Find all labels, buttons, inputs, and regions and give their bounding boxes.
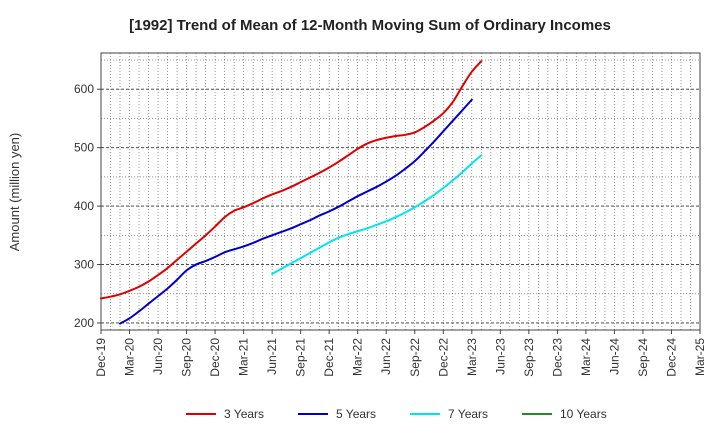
- x-tick-label: Mar-21: [237, 338, 251, 376]
- x-tick-label: Mar-22: [351, 338, 365, 376]
- x-tick-label: Dec-21: [322, 338, 336, 377]
- y-axis-ticks: 200 300 400 500 600: [74, 82, 101, 330]
- plot-background: [101, 53, 700, 330]
- x-tick-label: Sep-23: [522, 338, 536, 377]
- y-tick-label: 500: [74, 141, 94, 155]
- series-line-5-years: [119, 98, 473, 325]
- x-tick-label: Jun-23: [493, 338, 507, 375]
- x-tick-label: Jun-24: [607, 338, 621, 375]
- y-tick-label: 600: [74, 82, 94, 96]
- legend: 3 Years 5 Years 7 Years 10 Years: [186, 407, 607, 421]
- plot-area: [101, 53, 700, 330]
- series-line-3-years: [100, 60, 483, 300]
- plot-border: [100, 52, 701, 331]
- legend-label-10-years: 10 Years: [560, 407, 607, 421]
- series-line-7-years: [271, 154, 483, 275]
- plot-frame: [100, 52, 701, 331]
- y-tick-label: 300: [74, 258, 94, 272]
- x-tick-label: Jun-22: [379, 338, 393, 375]
- x-tick-label: Sep-20: [180, 338, 194, 377]
- x-tick-label: Dec-24: [664, 338, 678, 377]
- x-tick-label: Dec-20: [208, 338, 222, 377]
- x-tick-label: Dec-19: [94, 338, 108, 377]
- legend-label-5-years: 5 Years: [336, 407, 376, 421]
- series-lines: [100, 60, 483, 325]
- x-tick-label: Mar-23: [465, 338, 479, 376]
- x-tick-label: Jun-20: [151, 338, 165, 375]
- grid-lines: [100, 53, 701, 330]
- x-tick-label: Dec-23: [550, 338, 564, 377]
- x-tick-label: Sep-24: [636, 338, 650, 377]
- x-tick-label: Sep-21: [294, 338, 308, 377]
- x-tick-label: Mar-20: [123, 338, 137, 376]
- x-tick-label: Dec-22: [436, 338, 450, 377]
- x-tick-label: Sep-22: [408, 338, 422, 377]
- y-axis-label: Amount (million yen): [7, 133, 22, 252]
- legend-label-3-years: 3 Years: [224, 407, 264, 421]
- legend-label-7-years: 7 Years: [448, 407, 488, 421]
- y-tick-label: 400: [74, 199, 94, 213]
- x-tick-label: Mar-24: [579, 338, 593, 376]
- y-tick-label: 200: [74, 316, 94, 330]
- x-axis-ticks: Dec-19 Mar-20 Jun-20 Sep-20 Dec-20 Mar-21 Jun-…: [94, 330, 707, 377]
- chart-title: [1992] Trend of Mean of 12-Month Moving …: [129, 17, 611, 34]
- x-tick-label: Jun-21: [265, 338, 279, 375]
- x-tick-label: Mar-25: [693, 338, 707, 376]
